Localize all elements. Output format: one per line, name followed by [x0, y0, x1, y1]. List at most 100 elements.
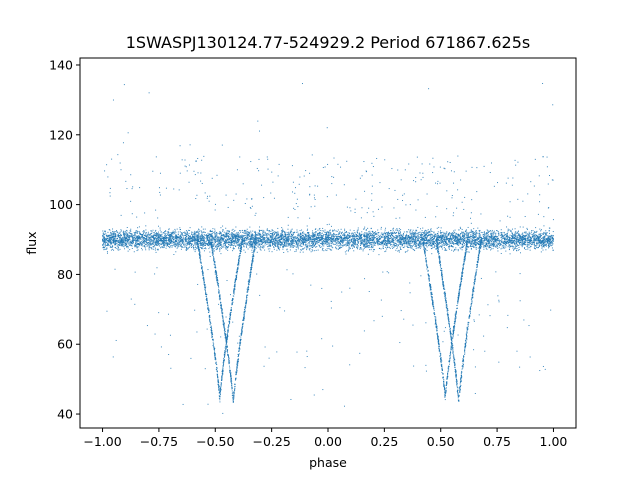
data-point: [281, 244, 283, 246]
data-point: [497, 250, 499, 252]
data-point: [310, 239, 312, 241]
data-point: [349, 233, 351, 235]
data-point: [319, 242, 321, 244]
data-point: [323, 245, 325, 247]
data-point: [492, 243, 494, 245]
data-point: [219, 240, 221, 242]
data-point: [200, 235, 202, 237]
data-point: [138, 240, 140, 242]
data-point: [283, 246, 285, 248]
data-point: [122, 231, 124, 233]
data-point: [151, 243, 153, 245]
data-point: [129, 236, 131, 238]
data-point: [382, 244, 384, 246]
data-point: [227, 243, 229, 245]
data-point: [520, 237, 522, 239]
data-point: [262, 240, 264, 242]
data-point: [455, 243, 457, 245]
data-point: [286, 248, 288, 250]
data-point: [395, 240, 397, 242]
data-point: [321, 236, 323, 238]
data-point: [369, 240, 371, 242]
data-point: [306, 229, 308, 231]
data-point: [216, 240, 218, 242]
data-point: [282, 245, 284, 247]
data-point: [304, 237, 306, 239]
data-point: [188, 242, 190, 244]
data-point: [178, 237, 180, 239]
data-point: [464, 232, 466, 234]
data-point: [282, 230, 284, 232]
data-point: [287, 224, 289, 226]
data-point: [370, 249, 372, 251]
data-point: [332, 247, 334, 249]
data-point: [271, 233, 273, 235]
data-point: [318, 235, 320, 237]
data-point: [326, 235, 328, 237]
data-point: [199, 238, 201, 240]
data-point: [490, 239, 492, 241]
data-point: [255, 233, 257, 235]
data-point: [449, 245, 451, 247]
data-point: [205, 248, 207, 250]
data-point: [507, 228, 509, 230]
data-point: [188, 236, 190, 238]
data-point: [119, 240, 121, 242]
data-point: [507, 229, 509, 231]
data-point: [102, 236, 104, 238]
data-point: [183, 238, 185, 240]
data-point: [508, 237, 510, 239]
data-point: [175, 239, 177, 241]
data-point: [104, 248, 106, 250]
data-point: [357, 239, 359, 241]
data-point: [104, 240, 106, 242]
data-point: [234, 233, 236, 235]
data-point: [279, 237, 281, 239]
data-point: [523, 237, 525, 239]
data-point: [471, 232, 473, 234]
data-point: [234, 237, 236, 239]
data-point: [164, 233, 166, 235]
data-point: [249, 242, 251, 244]
data-point: [302, 236, 304, 238]
data-point: [185, 239, 187, 241]
data-point: [190, 240, 192, 242]
data-point: [270, 242, 272, 244]
data-point: [128, 239, 130, 241]
data-point: [339, 247, 341, 249]
data-point: [500, 248, 502, 250]
data-point: [515, 231, 517, 233]
data-point: [524, 237, 526, 239]
data-point: [176, 245, 178, 247]
data-point: [511, 237, 513, 239]
data-point: [489, 245, 491, 247]
data-point: [510, 238, 512, 240]
data-point: [285, 241, 287, 243]
data-point: [405, 235, 407, 237]
data-point: [105, 234, 107, 236]
data-point: [436, 227, 438, 229]
data-point: [191, 239, 193, 241]
data-point: [319, 232, 321, 234]
data-point: [269, 242, 271, 244]
data-point: [445, 233, 447, 235]
data-point: [452, 234, 454, 236]
data-point: [550, 245, 552, 247]
data-point: [358, 233, 360, 235]
data-point: [290, 240, 292, 242]
data-point: [390, 237, 392, 239]
data-point: [164, 231, 166, 233]
data-point: [455, 237, 457, 239]
data-point: [349, 229, 351, 231]
data-point: [400, 238, 402, 240]
data-point: [354, 233, 356, 235]
data-point: [364, 238, 366, 240]
data-point: [483, 244, 485, 246]
data-point: [454, 232, 456, 234]
data-point: [302, 242, 304, 244]
data-point: [381, 242, 383, 244]
data-point: [311, 232, 313, 234]
data-point: [243, 230, 245, 232]
data-point: [541, 241, 543, 243]
data-point: [329, 248, 331, 250]
